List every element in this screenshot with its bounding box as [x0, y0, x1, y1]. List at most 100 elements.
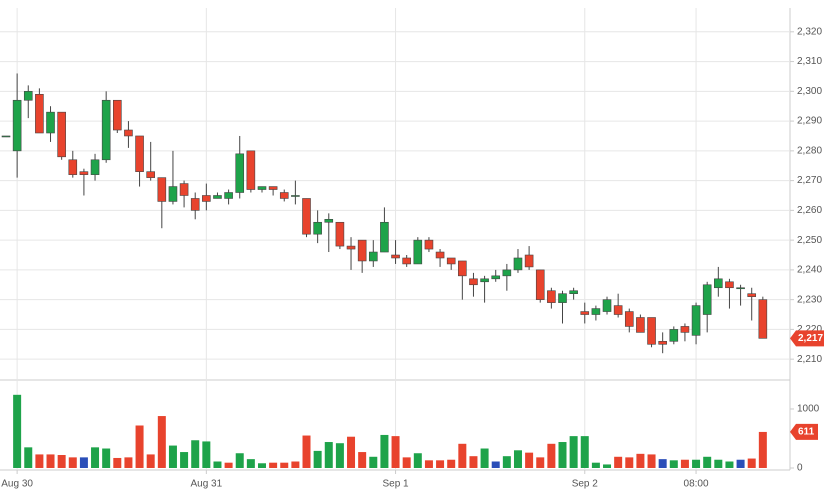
- candle-body: [513, 257, 523, 271]
- volume-bar: [168, 445, 177, 468]
- candle-body: [346, 245, 356, 250]
- volume-bar: [191, 440, 200, 468]
- volume-tick-label: 0: [797, 463, 803, 474]
- volume-bar: [46, 454, 55, 468]
- volume-bar: [224, 462, 233, 468]
- volume-bar: [391, 436, 400, 468]
- volume-bar: [79, 457, 88, 468]
- volume-bar: [302, 435, 311, 468]
- last-price-badge: [790, 330, 824, 347]
- volume-bar: [703, 456, 712, 468]
- volume-bar: [269, 462, 278, 468]
- volume-tick-label: 1000: [797, 404, 820, 415]
- candle-body: [12, 99, 22, 152]
- volume-bar: [335, 443, 344, 468]
- x-tick-label: Sep 2: [572, 479, 599, 490]
- candle-body: [591, 308, 601, 315]
- candle-body: [368, 251, 378, 262]
- volume-bar: [625, 457, 634, 468]
- x-tick-label: Aug 30: [1, 479, 33, 490]
- volume-bar: [480, 448, 489, 468]
- volume-bar: [257, 463, 266, 468]
- candle-body: [547, 290, 556, 303]
- candle-body: [279, 192, 289, 199]
- last-volume-label: 611: [798, 427, 815, 438]
- candle-body: [313, 221, 322, 235]
- candle-body: [291, 195, 300, 197]
- volume-bar: [436, 460, 445, 468]
- y-tick-label: 2,250: [797, 235, 822, 246]
- volume-bar: [513, 450, 522, 468]
- candle-body: [1, 135, 11, 138]
- candle-body: [79, 171, 89, 175]
- last-volume-badge: [790, 423, 818, 440]
- candle-body: [90, 159, 100, 175]
- volume-bar: [24, 447, 33, 468]
- volume-bar: [180, 452, 189, 468]
- volume-bar: [647, 454, 656, 468]
- volume-bar: [614, 456, 623, 468]
- volume-bar: [157, 416, 166, 468]
- y-tick-label: 2,210: [797, 354, 822, 365]
- volume-bar: [402, 457, 411, 468]
- candle-body: [257, 186, 267, 190]
- volume-bar: [525, 452, 534, 468]
- volume-bar: [102, 448, 111, 468]
- volume-bar: [536, 457, 545, 468]
- candle-body: [101, 99, 111, 161]
- candle-body: [246, 150, 256, 190]
- candle-body: [68, 159, 78, 175]
- volume-bar: [603, 464, 612, 468]
- volume-bar: [280, 462, 289, 468]
- volume-bar: [369, 456, 378, 468]
- y-tick-label: 2,230: [797, 294, 822, 305]
- candle-body: [569, 290, 578, 294]
- volume-bar: [57, 455, 66, 468]
- candle-body: [179, 183, 189, 196]
- volume-bar: [580, 436, 589, 468]
- candle-body: [380, 221, 389, 253]
- volume-bar: [725, 461, 734, 468]
- volume-bar: [246, 459, 255, 468]
- last-price-label: 2,217: [798, 333, 823, 344]
- candle-body: [714, 278, 723, 289]
- volume-bar: [502, 456, 511, 468]
- candle-body: [190, 198, 200, 211]
- candle-body: [23, 91, 33, 101]
- y-tick-label: 2,280: [797, 145, 822, 156]
- volume-bar: [669, 460, 678, 468]
- volume-bar: [658, 459, 667, 468]
- volume-bar: [591, 462, 600, 468]
- candle-body: [424, 239, 434, 250]
- volume-bar: [35, 454, 44, 468]
- volume-bar: [291, 461, 300, 468]
- candle-body: [146, 171, 155, 178]
- candle-body: [725, 281, 734, 289]
- volume-bar: [146, 454, 155, 468]
- volume-bar: [736, 459, 745, 468]
- y-tick-label: 2,270: [797, 175, 822, 186]
- candle-body: [213, 195, 222, 199]
- y-tick-label: 2,320: [797, 26, 822, 37]
- candle-body: [558, 293, 567, 303]
- y-tick-label: 2,220: [797, 324, 822, 335]
- candle-body: [235, 153, 245, 193]
- candle-body: [691, 305, 701, 336]
- volume-bar: [758, 431, 767, 468]
- volume-bar: [235, 453, 244, 468]
- candle-body: [135, 135, 144, 172]
- volume-bar: [113, 457, 122, 468]
- candle-body: [157, 177, 167, 202]
- candle-body: [491, 275, 501, 280]
- candle-body: [57, 111, 66, 158]
- volume-bar: [413, 453, 422, 468]
- volume-bar: [447, 459, 456, 468]
- candle-body: [480, 278, 489, 283]
- x-tick-label: Aug 31: [190, 479, 222, 490]
- candle-body: [324, 218, 334, 223]
- volume-bar: [569, 436, 578, 468]
- candle-body: [636, 317, 645, 333]
- candle-body: [124, 129, 133, 137]
- volume-bar: [680, 459, 689, 468]
